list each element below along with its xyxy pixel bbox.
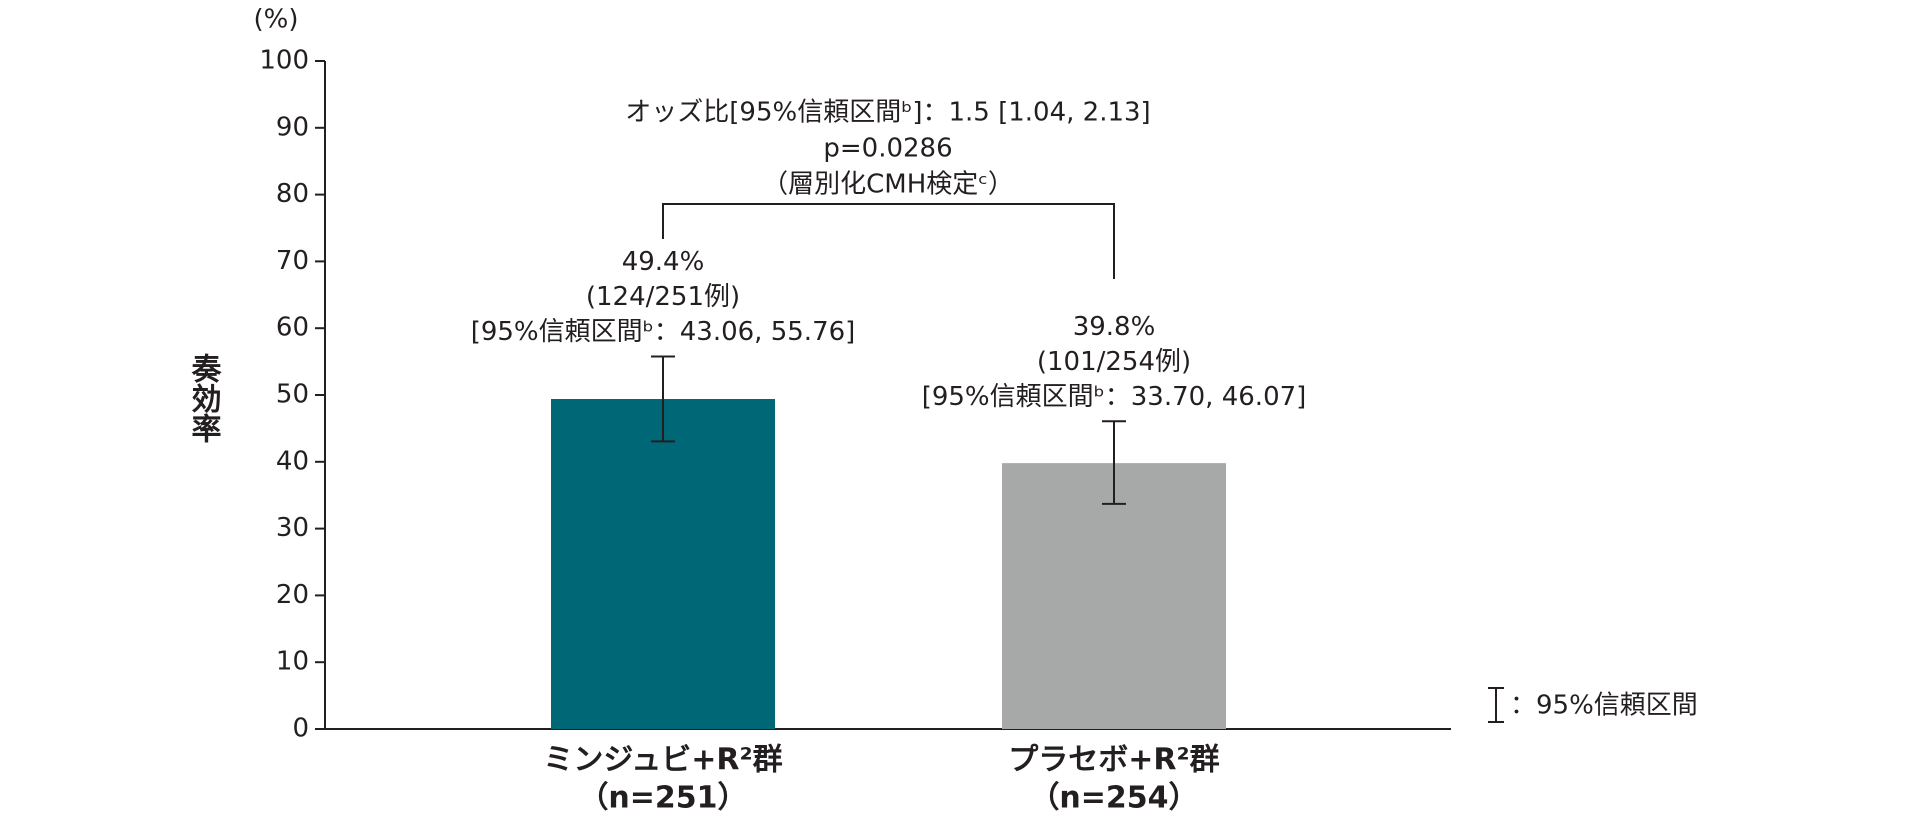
y-tick-label: 50: [276, 380, 309, 410]
ci-label: [95%信頼区間ᵇ：43.06, 55.76]: [471, 317, 856, 347]
y-tick-label: 60: [276, 313, 309, 343]
y-tick-label: 90: [276, 112, 309, 142]
y-unit: (%): [254, 5, 299, 35]
legend-text: ：95%信頼区間: [1510, 691, 1698, 721]
value-label: 39.8%: [1073, 312, 1156, 342]
bar: [551, 399, 775, 729]
value-label: 49.4%: [622, 247, 705, 277]
x-tick-label: プラセボ+R²群: [1008, 743, 1219, 778]
legend: ：95%信頼区間: [1488, 687, 1698, 723]
y-tick-label: 100: [259, 46, 309, 76]
comparison-text: p=0.0286: [823, 134, 952, 164]
y-tick-label: 20: [276, 580, 309, 610]
count-label: (124/251例): [586, 282, 740, 312]
bar: [1002, 463, 1226, 729]
comparison-bracket: [662, 203, 1115, 279]
x-tick-sublabel: （n=251）: [578, 781, 747, 816]
y-tick-label: 10: [276, 647, 309, 677]
x-tick-label: ミンジュビ+R²群: [543, 743, 782, 778]
y-tick-label: 70: [276, 246, 309, 276]
comparison-text: オッズ比[95%信頼区間ᵇ]：1.5 [1.04, 2.13]: [625, 98, 1150, 128]
y-tick-label: 0: [292, 714, 309, 744]
y-axis-label: 奏効率: [186, 353, 222, 443]
count-label: (101/254例): [1037, 347, 1191, 377]
x-tick-sublabel: （n=254）: [1029, 781, 1198, 816]
comparison-text: （層別化CMH検定ᶜ）: [762, 170, 1014, 200]
y-tick-label: 30: [276, 513, 309, 543]
y-tick-label: 80: [276, 179, 309, 209]
y-tick-label: 40: [276, 446, 309, 476]
ci-label: [95%信頼区間ᵇ：33.70, 46.07]: [922, 382, 1307, 412]
